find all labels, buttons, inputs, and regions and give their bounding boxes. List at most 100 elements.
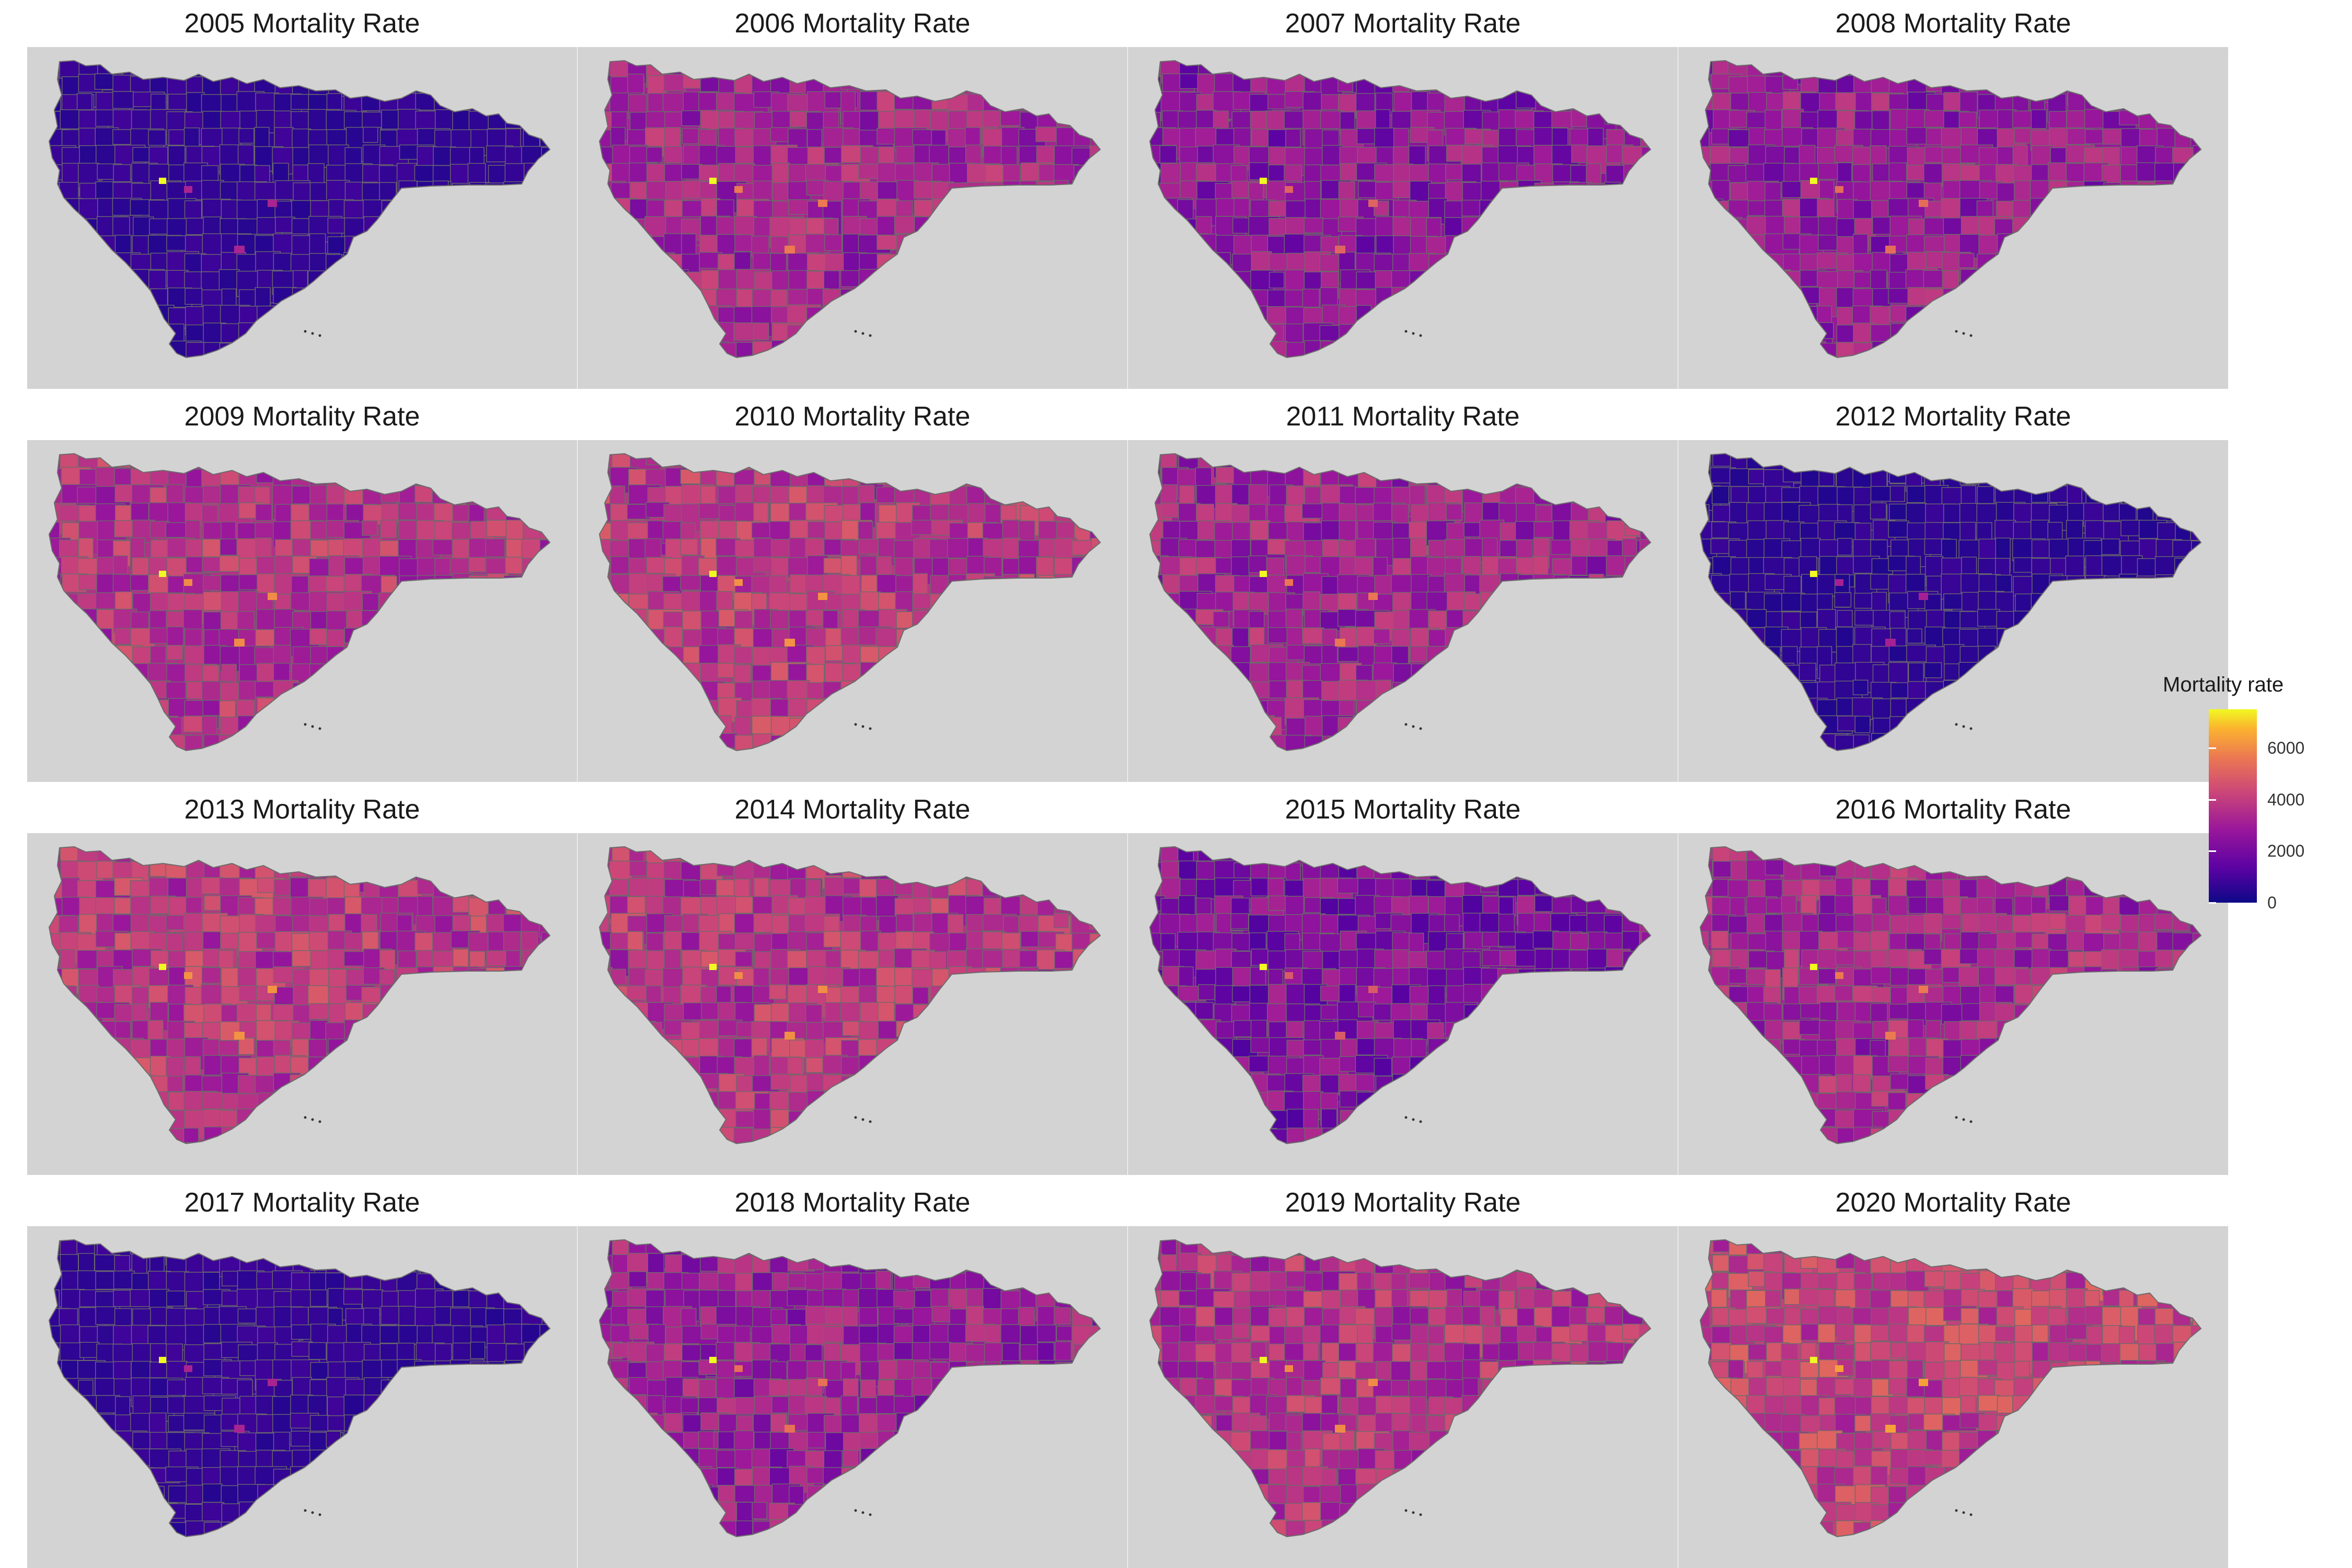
tract [1550, 340, 1568, 358]
tract [1053, 468, 1077, 490]
tract [486, 75, 509, 96]
tract [49, 234, 75, 264]
region-outline [1699, 453, 2202, 752]
tract [911, 663, 935, 695]
tract [2102, 76, 2122, 105]
tract [150, 1146, 179, 1166]
tract [309, 628, 327, 645]
tract [2048, 454, 2081, 467]
tract [1905, 269, 1927, 290]
tract [1072, 215, 1098, 235]
tract [681, 342, 698, 358]
tract [503, 753, 538, 782]
tract [488, 592, 524, 625]
tract [1150, 717, 1178, 733]
tract [840, 342, 870, 358]
tract [1571, 342, 1595, 358]
tract [932, 752, 948, 771]
tract [752, 733, 773, 751]
tract [1090, 61, 1100, 76]
tract [1728, 342, 1753, 358]
tract [256, 1147, 287, 1175]
tract [1021, 218, 1050, 255]
tract [1906, 359, 1937, 385]
tract [540, 968, 550, 1000]
island-dot [869, 334, 872, 337]
tract [416, 1022, 446, 1039]
tract [2138, 682, 2165, 715]
tract [806, 698, 831, 718]
tract [1054, 593, 1084, 617]
tract [452, 61, 469, 75]
tract [664, 287, 684, 309]
tract [1568, 61, 1586, 75]
tract [2157, 217, 2188, 248]
tract [398, 200, 417, 220]
tract [2067, 61, 2087, 90]
tract [1178, 753, 1213, 770]
tract [113, 1145, 142, 1175]
tract [1159, 145, 1177, 164]
tract [840, 717, 868, 745]
tract [1000, 234, 1027, 255]
tract [2120, 611, 2157, 631]
tract [1090, 76, 1100, 103]
tract [665, 734, 683, 751]
tract [1586, 61, 1619, 75]
tract [1177, 342, 1200, 358]
tract [2137, 645, 2164, 670]
tract [647, 324, 679, 349]
tract [432, 734, 465, 751]
tract [363, 216, 393, 237]
tract [1074, 609, 1100, 636]
tract [1482, 682, 1516, 706]
tract [648, 361, 666, 379]
tract [1497, 342, 1515, 358]
tract [1038, 715, 1069, 737]
hotspot-tract [818, 200, 827, 207]
tract [59, 325, 95, 341]
tract [1499, 361, 1517, 389]
tract [539, 847, 550, 873]
tract [49, 628, 65, 652]
tract [1001, 699, 1035, 734]
tract [434, 217, 460, 239]
tract [1551, 454, 1576, 466]
tract [450, 861, 482, 879]
tract [2138, 92, 2169, 119]
hotspot-tract [234, 246, 245, 253]
tract [1037, 253, 1065, 273]
panel-title: 2011 Mortality Rate [1286, 401, 1520, 432]
tract [1747, 323, 1767, 340]
tract [1021, 486, 1048, 501]
tract [1712, 454, 1732, 467]
tract [49, 340, 63, 358]
tract [1056, 847, 1080, 866]
tract [2137, 664, 2161, 696]
tract [599, 269, 614, 302]
tract [523, 662, 550, 691]
tract [415, 1093, 450, 1123]
tract [949, 592, 977, 616]
tract [2101, 627, 2132, 653]
tract [751, 522, 771, 538]
tract [948, 754, 973, 773]
tract [2085, 306, 2118, 341]
tract [61, 754, 89, 777]
tract [599, 931, 612, 964]
tract [1037, 575, 1056, 609]
tract [1393, 754, 1419, 773]
tract [1197, 342, 1226, 358]
tract [522, 341, 538, 358]
tract [2101, 467, 2135, 500]
map-panel-2014: 2014 Mortality Rate [578, 786, 1127, 1175]
tract [1000, 594, 1020, 615]
tract [1090, 752, 1117, 771]
tract [1926, 753, 1947, 768]
tract [2048, 593, 2080, 619]
tract [364, 1110, 390, 1136]
island-dot [1419, 727, 1422, 730]
tract [1604, 218, 1625, 254]
tract [1018, 593, 1040, 613]
tract [468, 557, 486, 572]
